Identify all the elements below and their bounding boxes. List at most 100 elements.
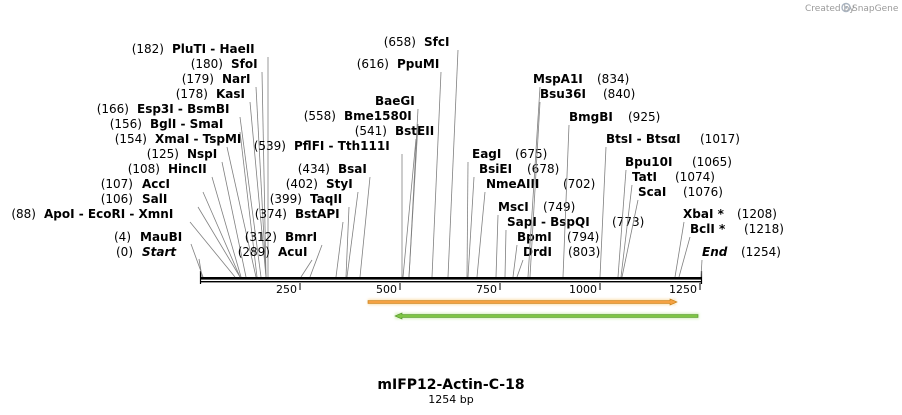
site-enzyme-label: KasI (216, 87, 245, 101)
site-position: (4) (114, 230, 131, 244)
site-enzyme-label: TaqII (310, 192, 342, 206)
site-enzyme-label: AccI (142, 177, 170, 191)
site-pflfi[interactable]: (539) PflFI - Tth111I (254, 139, 403, 277)
site-position: (0) (116, 245, 133, 259)
site-sali[interactable]: (106) SalI (101, 192, 241, 278)
site-bcli[interactable]: (1218) BclI * (678, 222, 784, 278)
site-eagi[interactable]: (675) EagI (466, 147, 547, 278)
site-kasi[interactable]: (178) KasI (176, 87, 267, 278)
site-pluti[interactable]: (182) PluTI - HaeII (132, 42, 269, 277)
site-leader-line (197, 206, 241, 278)
site-bme1580i[interactable]: (558) Bme1580I (304, 109, 419, 278)
site-enzyme-label: PpuMI (397, 57, 439, 71)
site-position: (88) (11, 207, 36, 221)
site-nmeaiii[interactable]: (702) NmeAIII (476, 177, 595, 278)
brand-text: SnapGene (852, 4, 899, 14)
site-end[interactable]: (1254) End (700, 245, 781, 278)
site-enzyme-label: XbaI * (683, 207, 725, 221)
site-maubi[interactable]: (4) MauBI (114, 230, 204, 278)
site-leader-line (466, 161, 469, 278)
green-feature[interactable] (394, 312, 699, 320)
site-msci[interactable]: (749) MscI (495, 200, 575, 278)
site-btsi[interactable]: (1017) BtsI - BtsαI (599, 132, 740, 278)
site-leader-line (239, 131, 258, 278)
site-sfoi[interactable]: (180) SfoI (191, 57, 267, 278)
site-bpmi[interactable]: (794) BpmI (512, 230, 599, 278)
site-esp3i[interactable]: (166) Esp3I - BsmBI (97, 102, 262, 278)
site-enzyme-label: MauBI (140, 230, 182, 244)
site-enzyme-label: ScaI (638, 185, 666, 199)
site-drdi[interactable]: (803) DrdI (516, 245, 600, 278)
site-styi[interactable]: (402) StyI (286, 177, 359, 278)
site-position: (925) (628, 110, 660, 124)
site-nspi[interactable]: (125) NspI (147, 147, 247, 278)
site-leader-line (431, 71, 442, 278)
site-position: (106) (101, 192, 133, 206)
site-leader-line (335, 221, 344, 278)
site-leader-line (495, 214, 499, 278)
site-bpu10i[interactable]: (1065) Bpu10I (617, 155, 732, 278)
ruler-tick: 1250 (669, 283, 701, 296)
site-xmai[interactable]: (154) XmaI - TspMI (115, 132, 257, 278)
site-leader-line (309, 244, 323, 278)
reverse-arrow-icon (394, 312, 699, 320)
site-ppumi[interactable]: (616) PpuMI (357, 57, 442, 278)
site-bmri[interactable]: (312) BmrI (245, 230, 323, 278)
site-baegi[interactable]: BaeGI (375, 94, 419, 278)
site-bsu36i[interactable]: (840) Bsu36I (529, 87, 635, 278)
site-tati[interactable]: (1074) TatI (620, 170, 715, 278)
site-bsteii[interactable]: (541) BstEII (355, 124, 434, 278)
site-hincii[interactable]: (108) HincII (128, 162, 242, 278)
site-position: (702) (563, 177, 595, 191)
site-leader-line (359, 176, 371, 278)
site-position: (840) (603, 87, 635, 101)
site-leader-line (447, 49, 459, 278)
site-position: (834) (597, 72, 629, 86)
ruler-tick-label: 750 (476, 283, 497, 296)
site-enzyme-label: BtsI - BtsαI (606, 132, 681, 146)
site-position: (678) (527, 162, 559, 176)
site-taqii[interactable]: (399) TaqII (270, 192, 350, 278)
site-bsai[interactable]: (434) BsaI (298, 162, 371, 278)
site-acci[interactable]: (107) AccI (101, 177, 241, 278)
site-bstapi[interactable]: (374) BstAPI (255, 207, 344, 278)
site-enzyme-label: End (702, 245, 728, 259)
site-enzyme-label: BglI - SmaI (150, 117, 223, 131)
site-position: (803) (568, 245, 600, 259)
site-position: (616) (357, 57, 389, 71)
site-position: (399) (270, 192, 302, 206)
site-enzyme-label: NspI (187, 147, 217, 161)
site-mspa1i[interactable]: (834) MspA1I (527, 72, 629, 278)
site-leader-line (678, 236, 691, 278)
site-xbai[interactable]: (1208) XbaI * (674, 207, 777, 278)
backbone-top-strand (200, 277, 702, 280)
site-enzyme-label: PflFI - Tth111I (294, 139, 390, 153)
site-apoi[interactable]: (88) ApoI - EcoRI - XmnI (11, 207, 236, 278)
site-position: (312) (245, 230, 277, 244)
site-enzyme-label: DrdI (523, 245, 552, 259)
site-position: (1065) (692, 155, 732, 169)
site-leader-line (529, 101, 541, 278)
site-bmgbi[interactable]: (925) BmgBI (562, 110, 660, 278)
site-position: (675) (515, 147, 547, 161)
site-leader-line (202, 191, 241, 278)
site-bgli[interactable]: (156) BglI - SmaI (110, 117, 258, 278)
site-position: (1218) (744, 222, 784, 236)
site-nari[interactable]: (179) NarI (182, 72, 267, 278)
site-leader-line (190, 243, 204, 278)
site-enzyme-label: Bme1580I (344, 109, 412, 123)
orange-feature[interactable] (367, 298, 678, 306)
site-start[interactable]: (0) Start (116, 245, 203, 278)
site-sapi[interactable]: (773) SapI - BspQI (504, 215, 644, 278)
site-scai[interactable]: (1076) ScaI (621, 185, 723, 278)
site-leader-line (617, 169, 627, 278)
site-position: (1254) (741, 245, 781, 259)
site-sfci[interactable]: (658) SfcI (384, 35, 459, 278)
site-position: (178) (176, 87, 208, 101)
site-enzyme-label: Bpu10I (625, 155, 672, 169)
site-enzyme-label: StyI (326, 177, 353, 191)
site-acui[interactable]: (289) AcuI (238, 245, 313, 278)
site-leader-line (562, 124, 570, 278)
site-leader-line (346, 191, 359, 278)
